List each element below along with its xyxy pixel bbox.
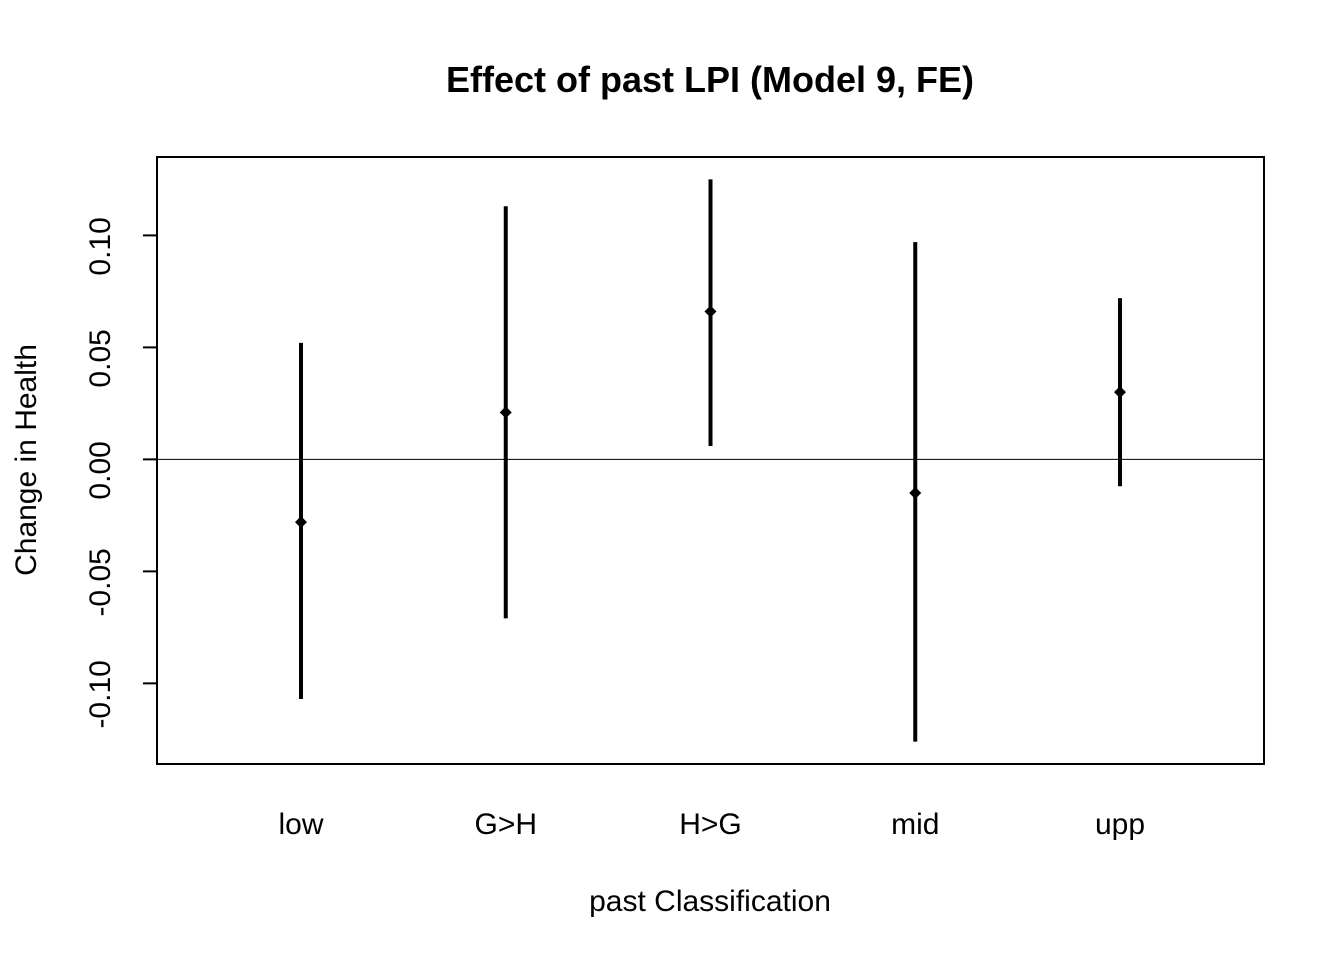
y-tick-label: 0.10 — [84, 217, 117, 275]
x-tick-label: mid — [891, 808, 939, 841]
y-tick-label: 0.05 — [84, 329, 117, 387]
point-estimate — [704, 305, 717, 318]
x-tick-label: low — [278, 808, 323, 841]
point-estimate — [1114, 386, 1126, 399]
point-estimate — [499, 406, 512, 419]
y-tick-label: -0.05 — [84, 548, 117, 616]
x-axis-title: past Classification — [589, 885, 831, 918]
chart-title: Effect of past LPI (Model 9, FE) — [446, 59, 974, 100]
y-tick-label: -0.10 — [84, 660, 117, 728]
x-tick-label: G>H — [474, 808, 537, 841]
error-bar-series — [295, 179, 1126, 742]
x-tick-label: upp — [1095, 808, 1145, 841]
point-estimate — [909, 486, 922, 499]
x-tick-label: H>G — [679, 808, 742, 841]
y-tick-label: 0.00 — [84, 441, 117, 499]
y-axis: -0.10 -0.05 0.00 0.05 0.10 — [84, 217, 158, 729]
x-axis: low G>H H>G mid upp — [278, 808, 1145, 841]
point-estimate — [295, 516, 307, 529]
y-axis-title: Change in Health — [10, 344, 43, 576]
